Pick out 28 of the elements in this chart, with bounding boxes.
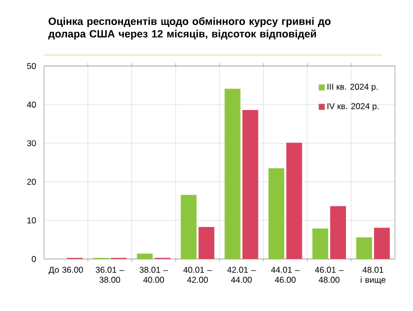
bar bbox=[180, 194, 197, 259]
x-tick-label: 38.01 – 40.00 bbox=[140, 266, 168, 283]
bar bbox=[374, 228, 390, 259]
y-tick-label: 10 bbox=[27, 217, 36, 224]
legend-label: III кв. 2024 р. bbox=[328, 84, 378, 92]
x-tick-label: 48.01 і вище bbox=[360, 266, 386, 284]
chart-title: Оцінка респондентів щодо обмінного курсу гривні до долара США через 12 місяців, відсоток відповідей bbox=[48, 17, 331, 40]
x-tick-label: 42.01 – 44.00 bbox=[227, 266, 256, 283]
y-tick-label: 30 bbox=[27, 140, 36, 146]
bar bbox=[224, 88, 240, 259]
x-tick-label: 40.01 – 42.00 bbox=[183, 266, 212, 283]
y-tick-label: 20 bbox=[27, 178, 36, 185]
y-tick-label: 50 bbox=[27, 63, 36, 70]
x-tick-label: 36.01 – 38.00 bbox=[96, 266, 124, 283]
bar bbox=[242, 110, 258, 259]
x-tick-label: 46.01 – 48.00 bbox=[314, 266, 344, 283]
bar bbox=[330, 206, 346, 259]
bar bbox=[356, 237, 372, 259]
bar bbox=[312, 228, 328, 259]
x-tick-label: До 36.00 bbox=[48, 266, 83, 274]
bar bbox=[286, 142, 302, 259]
legend-label: IV кв. 2024 р. bbox=[328, 103, 378, 111]
bar bbox=[198, 226, 214, 259]
y-tick-label: 40 bbox=[26, 102, 36, 108]
bar bbox=[268, 168, 284, 259]
bar bbox=[136, 254, 153, 259]
x-tick-label: 44.01 – 46.00 bbox=[271, 266, 300, 283]
y-tick-label: 0 bbox=[32, 256, 36, 262]
